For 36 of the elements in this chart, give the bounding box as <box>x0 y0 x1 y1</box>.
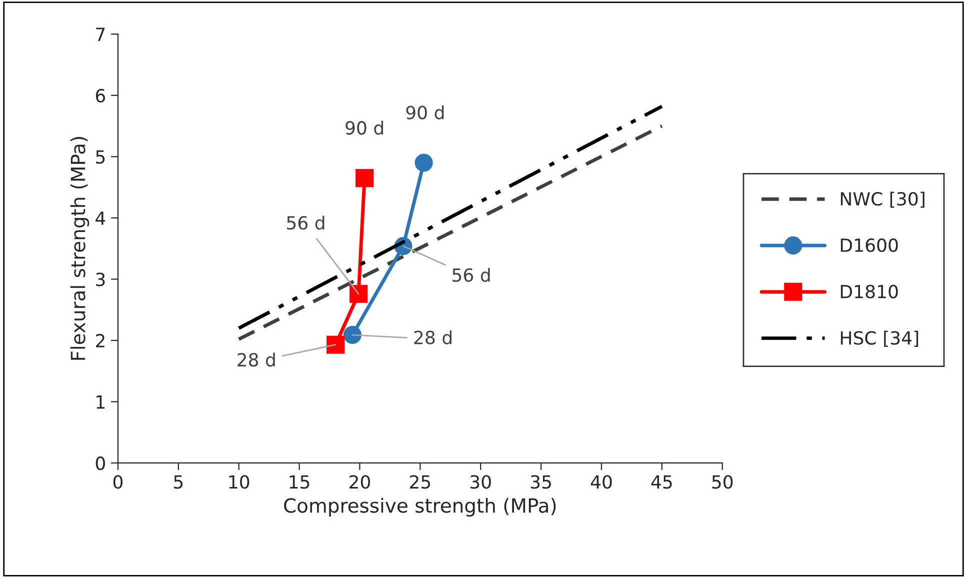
x-axis-title: Compressive strength (MPa) <box>284 498 556 517</box>
x-tick-label: 40 <box>590 475 612 489</box>
point <box>343 326 362 344</box>
y-axis-title: Flexural strength (MPa) <box>70 137 90 360</box>
y-tick-label: 6 <box>96 88 106 102</box>
x-tick-label: 30 <box>470 475 491 489</box>
legend-label: D1600 <box>840 238 898 252</box>
x-tick-label: 25 <box>410 475 430 489</box>
point <box>356 169 374 188</box>
y-tick-label: 0 <box>96 456 105 470</box>
annotation: 90 d <box>406 105 444 120</box>
legend-label: HSC [34] <box>840 330 918 347</box>
y-tick-label: 1 <box>96 395 104 409</box>
annotation: 90 d <box>346 120 384 135</box>
annotation: 56 d <box>452 268 490 282</box>
legend-label: NWC [30] <box>840 192 924 208</box>
point <box>414 154 433 172</box>
x-tick-label: 45 <box>651 475 672 489</box>
x-tick-label: 0 <box>113 475 123 489</box>
annotation: 28 d <box>414 330 452 344</box>
x-tick-label: 10 <box>229 475 250 489</box>
y-tick-label: 5 <box>96 150 105 164</box>
x-tick-label: 15 <box>290 475 310 489</box>
y-tick-label: 2 <box>96 334 104 348</box>
legend-label: D1810 <box>840 284 898 298</box>
annotation: 28 d <box>238 352 275 367</box>
x-tick-label: 20 <box>350 475 370 489</box>
annotation: 56 d <box>287 216 324 230</box>
y-tick-label: 7 <box>96 28 105 41</box>
y-tick-label: 3 <box>96 272 105 286</box>
x-tick-label: 50 <box>712 475 733 489</box>
x-tick-label: 35 <box>530 475 551 489</box>
y-tick-label: 4 <box>96 212 106 225</box>
point <box>349 284 368 303</box>
point <box>326 336 345 354</box>
x-tick-label: 5 <box>174 475 183 489</box>
